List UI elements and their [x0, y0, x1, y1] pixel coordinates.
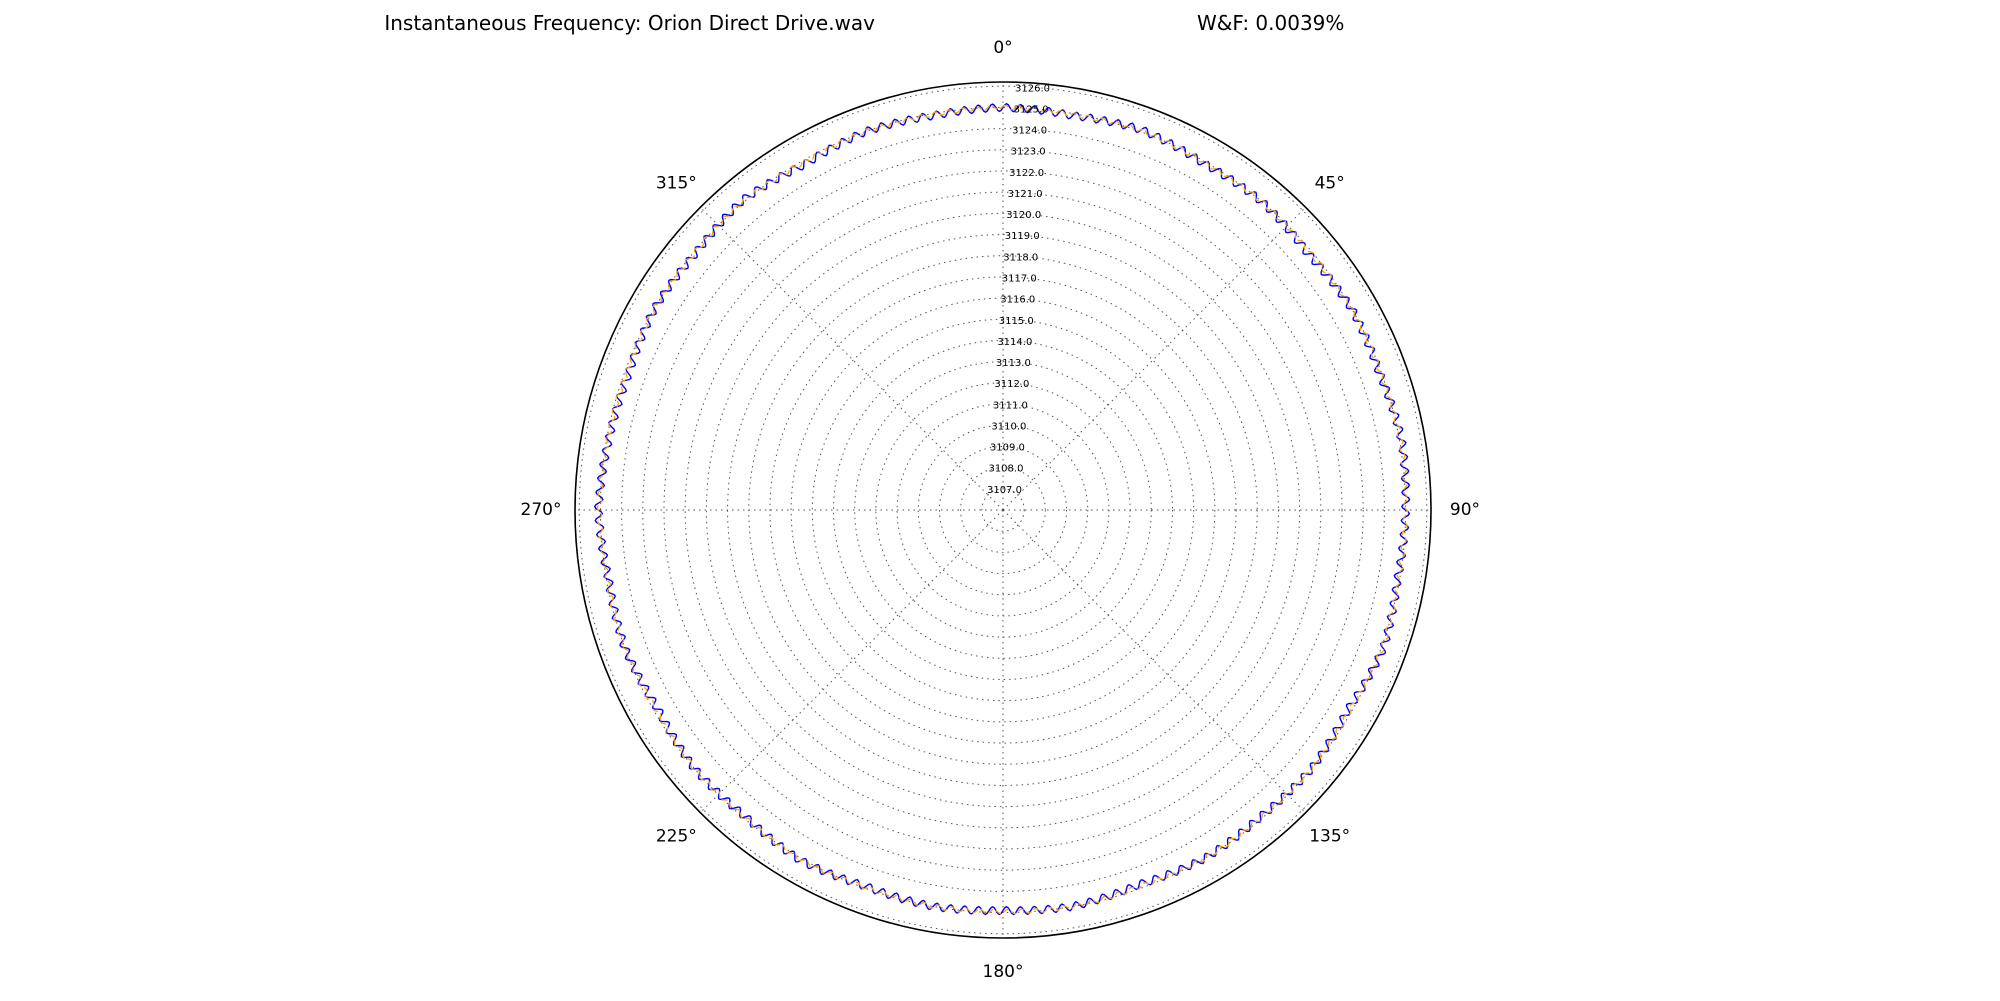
- radial-tick-label: 3111.0: [993, 400, 1028, 411]
- radial-tick-label: 3113.0: [996, 358, 1031, 369]
- angle-tick-label: 315°: [656, 173, 697, 193]
- radial-tick-label: 3114.0: [997, 337, 1032, 348]
- angle-tick-label: 135°: [1309, 827, 1350, 847]
- chart-title: Instantaneous Frequency: Orion Direct Dr…: [384, 11, 875, 35]
- radial-tick-label: 3117.0: [1002, 273, 1037, 284]
- grid-spoke: [1002, 207, 1306, 511]
- grid-spoke: [1002, 509, 1306, 813]
- series-line-blue: [593, 102, 1411, 916]
- polar-grid: [574, 81, 1432, 939]
- radial-tick-label: 3116.0: [1000, 295, 1035, 306]
- tick-labels: 0° 45° 90° 135° 180° 225° 270° 315° 3107.0 3108.0…: [521, 38, 1481, 982]
- chart-metric: W&F: 0.0039%: [1197, 11, 1344, 35]
- angle-tick-label: 90°: [1450, 500, 1480, 520]
- grid-circle: [705, 212, 1301, 808]
- angle-tick-label: 180°: [983, 962, 1024, 982]
- angle-tick-label: 0°: [993, 38, 1012, 58]
- grid-circle: [642, 149, 1364, 871]
- radial-tick-label: 3121.0: [1008, 189, 1043, 200]
- radial-tick-label: 3125.0: [1014, 104, 1049, 115]
- outer-axis-circle: [574, 81, 1432, 939]
- radial-tick-label: 3123.0: [1011, 147, 1046, 158]
- radial-tick-label: 3118.0: [1003, 252, 1038, 263]
- data-series-group: [593, 102, 1411, 916]
- grid-circle: [854, 361, 1152, 659]
- grid-circle: [832, 339, 1174, 681]
- radial-tick-label: 3122.0: [1009, 168, 1044, 179]
- radial-tick-label: 3112.0: [994, 379, 1029, 390]
- radial-tick-label: 3124.0: [1012, 126, 1047, 137]
- grid-spoke: [700, 509, 1004, 813]
- radial-tick-label: 3119.0: [1005, 231, 1040, 242]
- grid-circle: [811, 318, 1195, 702]
- angle-tick-label: 225°: [656, 827, 697, 847]
- grid-circle: [917, 424, 1089, 596]
- grid-spoke: [700, 207, 1004, 511]
- radial-tick-label: 3109.0: [990, 443, 1025, 454]
- radial-tick-label: 3126.0: [1015, 83, 1050, 94]
- grid-circle: [684, 191, 1322, 829]
- angle-tick-label: 45°: [1315, 173, 1345, 193]
- grid-circle: [790, 297, 1216, 723]
- radial-tick-label: 3108.0: [988, 464, 1023, 475]
- series-line-orange: [596, 104, 1409, 915]
- radial-tick-label: 3110.0: [991, 421, 1026, 432]
- grid-circle: [769, 276, 1237, 744]
- grid-circle: [981, 488, 1025, 532]
- radial-tick-label: 3120.0: [1006, 210, 1041, 221]
- grid-circle: [938, 445, 1068, 575]
- angle-tick-label: 270°: [521, 500, 562, 520]
- radial-tick-label: 3107.0: [987, 485, 1022, 496]
- grid-circle: [663, 170, 1343, 850]
- grid-circle: [960, 467, 1046, 553]
- radial-tick-label: 3115.0: [999, 316, 1034, 327]
